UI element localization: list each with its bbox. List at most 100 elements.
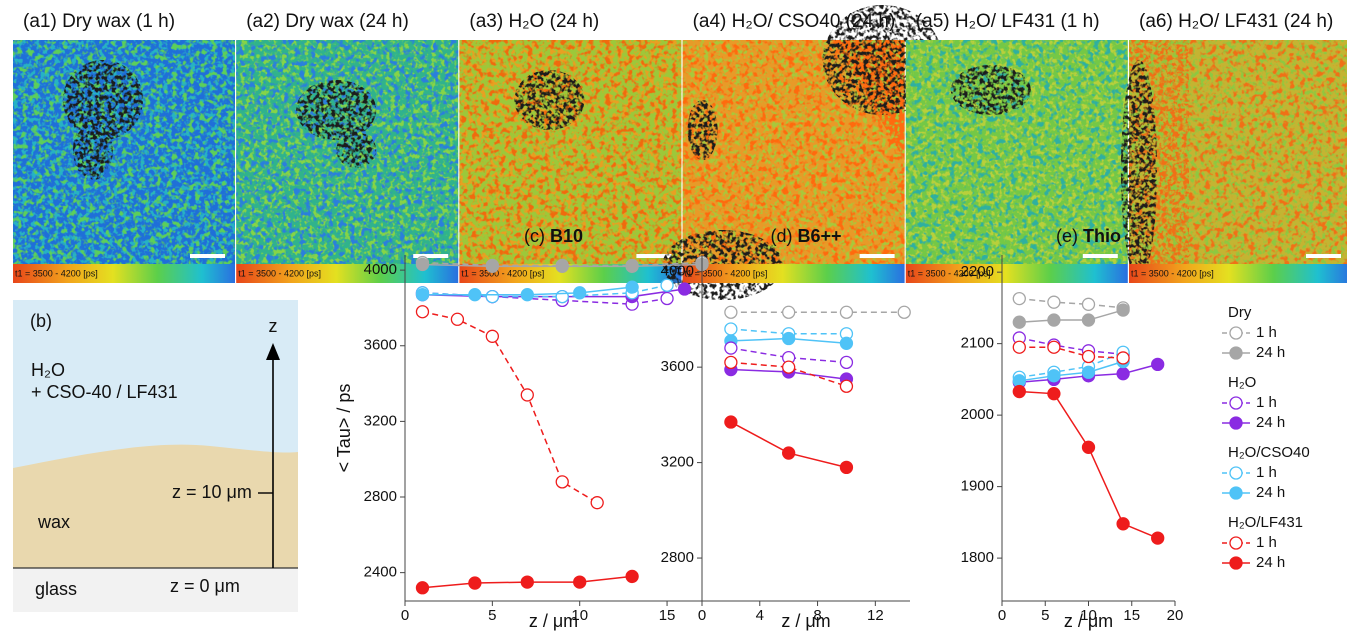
data-point	[415, 288, 430, 302]
data-point	[782, 446, 796, 460]
data-point	[1151, 531, 1165, 545]
data-point	[1012, 291, 1026, 306]
chart-title: (e) Thio	[1056, 226, 1121, 246]
image-title: (a1) Dry wax (1 h)	[23, 11, 175, 32]
data-point	[1116, 367, 1130, 381]
data-point	[839, 355, 854, 370]
color-bar	[682, 264, 905, 283]
legend-label: 24 h	[1256, 554, 1285, 571]
data-point	[555, 475, 569, 489]
data-point	[677, 282, 692, 296]
color-bar	[459, 264, 682, 283]
data-point	[555, 259, 569, 273]
series-line	[1019, 351, 1124, 378]
axis-label: z	[269, 316, 278, 336]
series-line	[422, 261, 703, 267]
y-tick-label: 1900	[961, 478, 994, 495]
data-point	[450, 312, 465, 326]
wax-label: wax	[37, 512, 70, 532]
data-point	[1047, 369, 1061, 383]
image-title: (a4) H₂O/ CSO40 (24 h)	[693, 11, 896, 32]
x-axis-label: z / μm	[1064, 611, 1113, 631]
y-axis-label: < Tau> / ps	[334, 384, 354, 473]
color-scale-label: t1 = 3500 - 4200 [ps]	[908, 268, 991, 278]
data-point	[1081, 440, 1096, 454]
data-point	[724, 322, 738, 336]
series-line	[1019, 346, 1124, 359]
panel-label: (b)	[30, 311, 52, 331]
data-point	[839, 305, 854, 319]
color-bar	[905, 264, 1128, 283]
glass-layer	[13, 568, 298, 612]
schematic: (b) H₂O + CSO-40 / LF431 z z = 10 μm wax…	[13, 300, 298, 612]
color-bar	[13, 264, 235, 283]
data-point	[625, 280, 639, 294]
y-tick-label: 4000	[364, 261, 397, 278]
data-point	[724, 341, 738, 355]
legend-marker	[1229, 326, 1243, 340]
data-point	[1081, 349, 1096, 364]
chart: 1800 1900 2000 2100 2200 0 5 10 15 20 (e) Thio z / …	[961, 226, 1184, 631]
data-point	[1012, 340, 1026, 354]
data-point	[415, 257, 430, 272]
data-point	[1047, 313, 1061, 327]
data-point	[625, 569, 639, 584]
data-point	[660, 278, 674, 292]
dark-region	[950, 65, 1031, 115]
series-line	[1019, 337, 1124, 356]
data-point	[485, 329, 500, 343]
color-scale-label: t1 = 3500 - 4200 [ps]	[15, 268, 98, 278]
wax-layer	[13, 444, 298, 568]
legend-label: 1 h	[1256, 324, 1277, 341]
legend-label: 24 h	[1256, 414, 1285, 431]
micrograph: t1 = 3500 - 4200 [ps] (a4) H₂O/ CSO40 (24…	[662, 5, 943, 300]
data-point	[660, 291, 674, 306]
data-point	[1047, 295, 1061, 309]
data-point	[590, 496, 604, 510]
data-point	[782, 305, 796, 319]
legend-group-title: H₂O	[1228, 374, 1256, 391]
data-point	[897, 305, 911, 319]
chart-name: B10	[550, 226, 583, 246]
data-point	[724, 305, 738, 319]
chart: 2800 3200 3600 4000 0 4 8 12 (d) B6++ z / μm	[661, 226, 911, 631]
data-point	[1081, 297, 1096, 311]
y-tick-label: 3600	[364, 337, 397, 354]
y-tick-label: 2100	[961, 335, 994, 352]
color-bar	[1129, 264, 1347, 283]
x-tick-label: 12	[867, 607, 884, 624]
legend-marker	[1229, 416, 1243, 430]
data-point	[1116, 303, 1130, 317]
dark-region	[687, 100, 718, 160]
y-tick-label: 4000	[661, 263, 694, 280]
y-tick-label: 2400	[364, 564, 397, 581]
x-tick-label: 0	[698, 607, 706, 624]
color-scale-label: t1 = 3500 - 4200 [ps]	[461, 268, 544, 278]
legend-group-title: H₂O/LF431	[1228, 514, 1303, 531]
dark-region	[1121, 60, 1157, 280]
z-bottom-label: z = 0 μm	[170, 576, 240, 596]
dark-region	[73, 120, 113, 180]
legend-marker	[1229, 466, 1243, 480]
legend-marker	[1229, 396, 1243, 410]
x-tick-label: 20	[1167, 607, 1184, 624]
data-point	[839, 336, 854, 350]
data-point	[1116, 517, 1130, 531]
series-line	[1019, 309, 1124, 323]
legend-label: 1 h	[1256, 394, 1277, 411]
legend-marker	[1229, 346, 1243, 360]
dark-region	[336, 132, 377, 168]
x-tick-label: 15	[659, 607, 676, 624]
data-point	[573, 575, 587, 589]
data-point	[468, 576, 482, 590]
x-tick-label: 0	[998, 607, 1006, 624]
y-tick-label: 2800	[661, 549, 694, 566]
data-point	[839, 460, 854, 475]
glass-label: glass	[35, 579, 77, 599]
additive-label: + CSO-40 / LF431	[31, 382, 178, 402]
y-tick-label: 3200	[364, 412, 397, 429]
micrograph: t1 = 3500 - 4200 [ps] (a2) Dry wax (24 h)	[236, 11, 459, 283]
micrograph: t1 = 3500 - 4200 [ps] (a3) H₂O (24 h)	[459, 11, 682, 283]
dark-region	[296, 80, 377, 140]
color-scale-label: t1 = 3500 - 4200 [ps]	[685, 268, 768, 278]
